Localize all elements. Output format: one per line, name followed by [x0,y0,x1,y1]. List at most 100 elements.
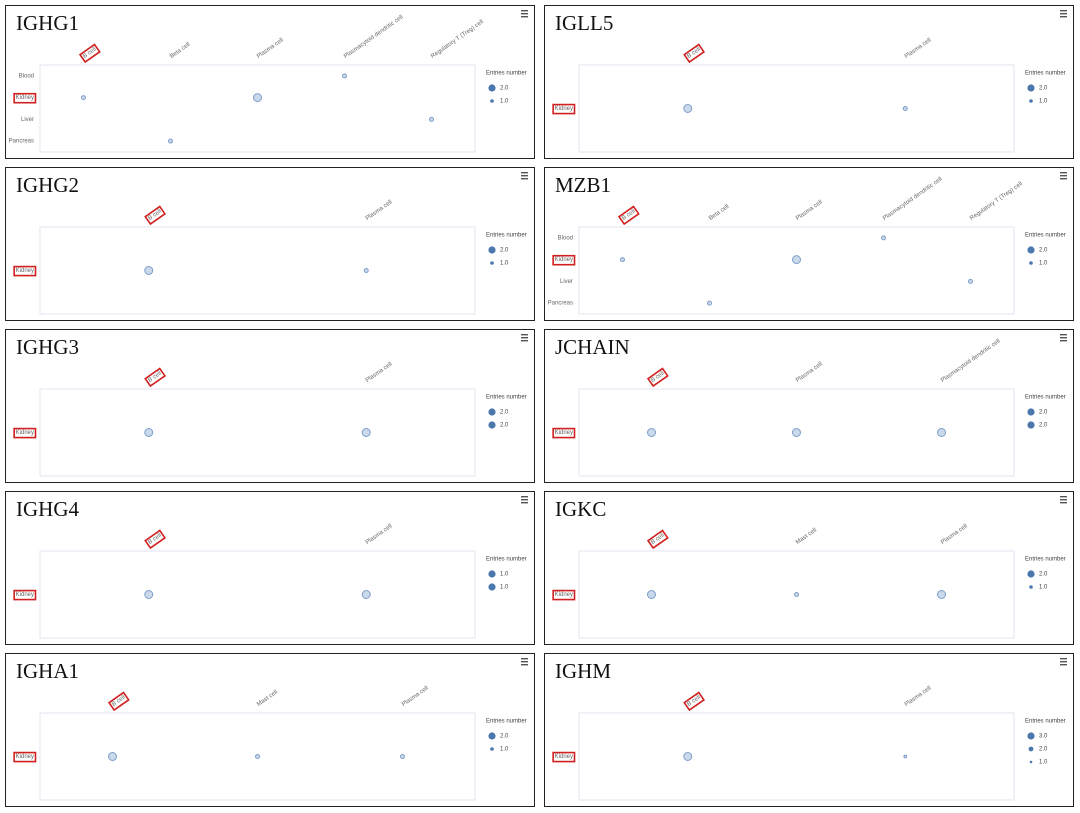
menu-bar [521,175,528,177]
legend-title: Entries number [1025,395,1066,401]
menu-bar [521,502,528,504]
y-tick: Kidney [552,751,576,763]
legend-label: 2.0 [500,248,509,254]
menu-bar [1060,175,1067,177]
y-tick: Kidney [13,751,37,763]
chart-title: IGHA1 [16,659,79,683]
y-tick-label: Pancreas [548,301,573,307]
chart-panel: IGHG4 B cell Plasma cell Kidney Entries numb… [5,491,535,645]
menu-button[interactable] [521,658,528,666]
x-tick-label: Plasma cell [256,37,285,60]
legend-label: 2.0 [1039,248,1048,254]
y-tick-label: Pancreas [9,139,34,145]
menu-button[interactable] [521,496,528,504]
menu-button[interactable] [1060,334,1067,342]
legend-label: 1.0 [1039,585,1048,591]
bubble [937,590,946,599]
legend-label: 2.0 [1039,86,1048,92]
y-tick: Pancreas [548,301,573,307]
x-tick: Mast cell [256,689,279,707]
x-tick: Plasmacytoid dendritic cell [343,14,404,59]
legend-label: 1.0 [500,261,509,267]
legend-bubble [1027,408,1035,416]
legend-label: 2.0 [1039,410,1048,416]
legend: Entries number 2.0 2.0 [1025,395,1066,429]
legend-label: 1.0 [500,99,509,105]
legend-title: Entries number [486,233,527,239]
x-tick: Plasma cell [401,685,430,708]
bubble [881,235,886,241]
legend-label: 2.0 [500,410,509,416]
y-tick-label: Kidney [16,268,34,274]
highlight-box [144,205,167,226]
highlight-box [13,92,37,104]
chart-panel: IGHG1 B cell Beta cell Plasma cell Plasmacyt… [5,5,535,159]
y-tick: Kidney [552,103,576,115]
highlight-box [646,367,669,388]
y-tick: Kidney [13,92,37,104]
legend-label: 3.0 [1039,734,1048,740]
highlight-box [13,751,37,763]
menu-button[interactable] [521,172,528,180]
menu-bar [1060,16,1067,18]
chart: IGHG3 B cell Plasma cell Kidney Entries numb… [13,334,528,477]
bubble [792,255,801,265]
x-tick-label: Plasmacytoid dendritic cell [940,338,1001,383]
chart-panel: IGHA1 B cell Mast cell Plasma cell Kidney Ent… [5,653,535,807]
x-tick-label: Beta cell [169,42,191,60]
bubble [794,592,799,597]
legend-label: 2.0 [1039,747,1048,753]
x-tick: Plasma cell [940,523,969,546]
legend-title: Entries number [1025,71,1066,77]
menu-bar [1060,340,1067,342]
legend: Entries number 2.0 2.0 [486,395,527,429]
highlight-box [646,529,669,550]
bubble [902,106,908,111]
menu-button[interactable] [1060,10,1067,18]
plot-area [578,64,1015,153]
chart-title: IGLL5 [555,11,613,35]
bubble [253,93,262,103]
y-tick: Kidney [552,589,576,601]
bubble [937,428,946,437]
highlight-box [683,43,706,64]
y-tick-label: Kidney [16,95,34,101]
chart-title: IGHG1 [16,11,79,35]
menu-bar [521,664,528,666]
y-tick-label: Kidney [16,754,34,760]
x-tick: B cell [107,691,130,712]
menu-bar [1060,10,1067,12]
menu-button[interactable] [1060,172,1067,180]
bubble [363,268,369,273]
bubble [144,590,154,599]
plot-area [39,550,476,639]
legend: Entries number 2.0 1.0 [1025,557,1066,591]
highlight-box [683,691,706,712]
legend: Entries number 3.0 2.0 1.0 [1025,719,1066,766]
chart-panel: IGHG3 B cell Plasma cell Kidney Entries numb… [5,329,535,483]
legend-label: 2.0 [1039,423,1048,429]
x-tick-label: Plasma cell [795,199,824,222]
chart-panel: IGLL5 B cell Plasma cell Kidney Entries numb… [544,5,1074,159]
menu-button[interactable] [1060,496,1067,504]
y-tick: Liver [21,117,34,123]
legend-bubble [488,570,496,578]
x-tick-label: Plasma cell [940,523,969,546]
bubble [792,428,801,437]
y-tick-label: Kidney [555,106,573,112]
menu-bar [521,13,528,15]
plot-area [39,226,476,315]
bubble [968,278,973,284]
highlight-box [552,589,576,601]
legend-bubble [488,84,496,92]
menu-button[interactable] [1060,658,1067,666]
chart-title: MZB1 [555,173,611,197]
menu-button[interactable] [521,334,528,342]
legend-bubble [1029,760,1033,764]
menu-bar [1060,658,1067,660]
chart: IGHG2 B cell Plasma cell Kidney Entries numb… [13,172,528,315]
legend: Entries number 2.0 1.0 [1025,71,1066,105]
menu-button[interactable] [521,10,528,18]
y-tick: Kidney [552,427,576,439]
